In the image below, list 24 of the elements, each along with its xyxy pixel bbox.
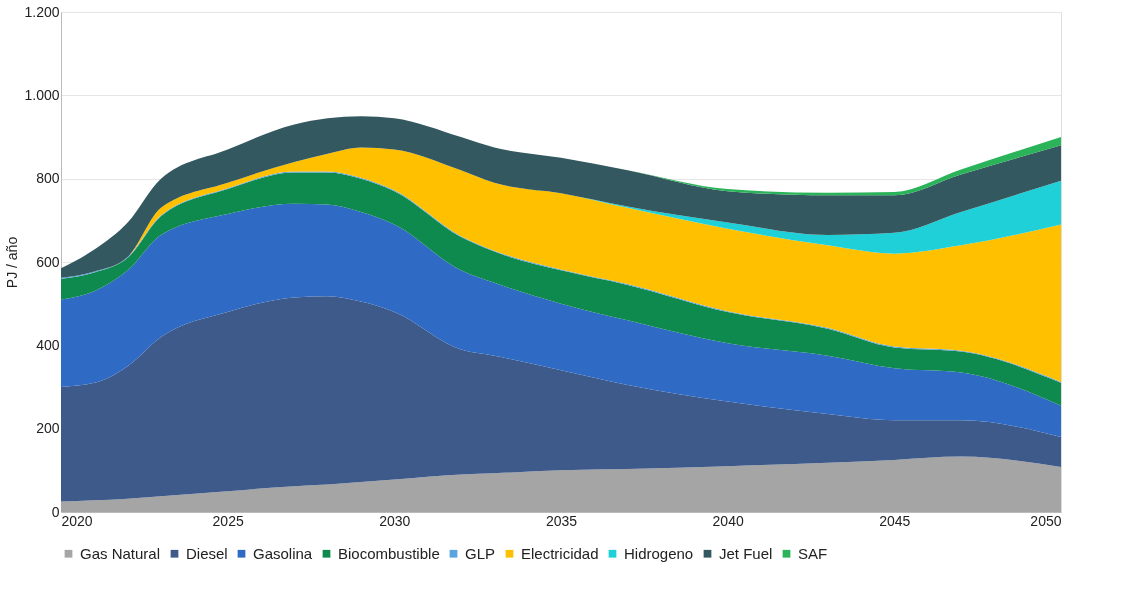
y-tick-label: 400 bbox=[36, 336, 60, 353]
y-tick-label: 1.200 bbox=[24, 3, 60, 20]
x-tick-label: 2035 bbox=[545, 512, 578, 529]
x-tick-label: 2020 bbox=[61, 512, 93, 529]
y-tick-label: 1.000 bbox=[24, 86, 60, 103]
legend-label: Biocombustible bbox=[338, 544, 440, 562]
x-tick-label: 2050 bbox=[1030, 512, 1062, 529]
x-tick-label: 2040 bbox=[712, 512, 744, 529]
y-tick-label: 0 bbox=[51, 503, 60, 520]
legend-label: Diesel bbox=[186, 544, 228, 562]
y-axis-title: PJ / año bbox=[4, 236, 21, 289]
y-tick-label: 800 bbox=[36, 170, 60, 187]
legend-label: Electricidad bbox=[521, 544, 599, 562]
x-tick-label: 2030 bbox=[379, 512, 411, 529]
legend-label: SAF bbox=[798, 544, 828, 562]
legend-label: Gas Natural bbox=[80, 544, 161, 562]
y-tick-label: 200 bbox=[36, 420, 60, 437]
legend-label: GLP bbox=[465, 544, 496, 562]
legend-label: Jet Fuel bbox=[719, 544, 773, 562]
y-tick-label: 600 bbox=[36, 253, 60, 270]
x-tick-label: 2025 bbox=[212, 512, 244, 529]
legend-label: Gasolina bbox=[253, 544, 313, 562]
legend-label: Hidrogeno bbox=[624, 544, 694, 562]
x-tick-label: 2045 bbox=[879, 512, 911, 529]
